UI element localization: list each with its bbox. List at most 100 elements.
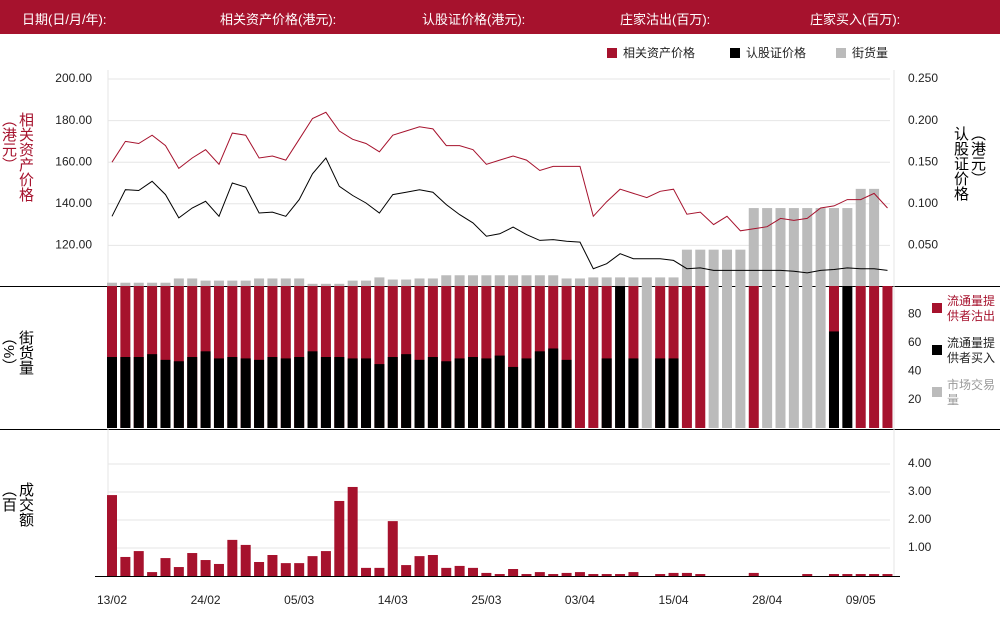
y-tick-label: 200.00 [55,71,92,85]
volume-bar [280,563,291,576]
street-volume-bar [494,275,505,287]
share-bar [267,357,278,428]
street-volume-bar [374,277,385,287]
header-label: 庄家买入(百万): [810,12,901,27]
share-bar [213,286,224,428]
x-tick-label: 15/04 [659,593,689,607]
share-bar [374,286,385,428]
x-tick-label: 28/04 [752,593,782,607]
y-tick-label: 3.00 [908,484,932,498]
street-volume-bar [387,279,398,287]
share-bar [842,286,853,428]
x-tick-label: 24/02 [191,593,221,607]
street-volume-bar [320,283,331,287]
street-volume-bar [641,277,652,287]
share-bar [494,355,505,428]
street-volume-bar [869,188,880,287]
volume-bar [307,556,318,576]
street-volume-bar [160,282,171,287]
volume-bar [508,569,519,576]
volume-bar [494,574,505,576]
volume-bar [107,495,117,576]
street-volume-bar [708,249,719,287]
street-volume-bar [401,279,412,287]
share-bar [361,286,372,428]
street-volume-bar [534,275,545,287]
share-bar [748,286,759,428]
y2-axis-title: 认股证价格（港元） [952,126,986,201]
volume-bar [668,572,679,576]
volume-bar [187,553,198,576]
y-tick-label: 4.00 [908,456,932,470]
street-volume-bar [427,278,438,287]
street-volume-bar [628,277,639,287]
share-bar [441,361,452,428]
street-volume-bar [722,249,733,287]
street-volume-bar [347,280,358,287]
y-tick-label: 60 [908,335,922,349]
share-bar [708,286,719,428]
share-bar [254,359,265,428]
street-volume-bar [601,277,612,287]
volume-bar [628,572,639,576]
header-label: 相关资产价格(港元): [220,12,337,27]
share-bar [641,286,652,428]
street-volume-bar [133,282,144,287]
share-bar [601,286,612,428]
y-tick-label: 1.00 [908,540,932,554]
share-bar [254,286,265,428]
volume-bar [882,574,893,576]
volume-bar [681,572,692,576]
share-bar [561,359,572,428]
volume-bar [802,574,813,576]
volume-bar [454,565,465,576]
share-bar [240,286,251,428]
street-volume-bar [561,278,572,287]
share-bar [628,358,639,428]
share-bar [160,286,171,428]
volume-bar [294,563,305,576]
street-volume-bar [775,208,786,287]
volume-bar [441,567,452,576]
volume-bar [347,486,358,576]
share-bar [280,286,291,428]
street-volume-bar [107,282,117,287]
legend-label: 相关资产价格 [623,46,696,60]
share-bar [615,286,626,428]
share-bar [387,357,398,428]
share-bar [882,286,893,428]
legend-item: 市场交易量 [932,378,1000,408]
street-volume-bar [815,208,826,287]
street-volume-bar [655,277,666,287]
y-tick-label: 40 [908,363,922,377]
legend-label: 流通量提供者沽出 [947,294,996,323]
share-bar [508,286,519,428]
street-volume-bar [842,208,853,287]
volume-bar [334,500,345,576]
volume-bar [361,567,372,576]
header-label: 认股证价格(港元): [422,12,526,27]
x-tick-label: 05/03 [284,593,314,607]
share-bar [722,286,733,428]
share-bar [481,286,492,428]
share-bar [347,358,358,428]
volume-bar [240,544,251,576]
street-volume-bar [294,278,305,287]
share-bar [802,286,813,428]
header-bar: 日期(日/月/年): 相关资产价格(港元): 认股证价格(港元): 庄家沽出(百… [0,0,1000,34]
volume-bar [254,562,265,576]
share-bar [133,357,144,428]
share-bar [454,286,465,428]
share-bar [481,358,492,428]
volume-bar [200,560,211,576]
y-tick-label: 0.200 [908,113,938,127]
x-tick-label: 25/03 [471,593,501,607]
volume-bar [481,572,492,576]
share-bar [467,357,478,428]
share-bar [160,359,171,428]
legend-label: 市场交易量 [947,378,996,407]
street-volume-bar [548,275,559,287]
legend-swatch [730,47,740,58]
legend-swatch [932,387,942,397]
